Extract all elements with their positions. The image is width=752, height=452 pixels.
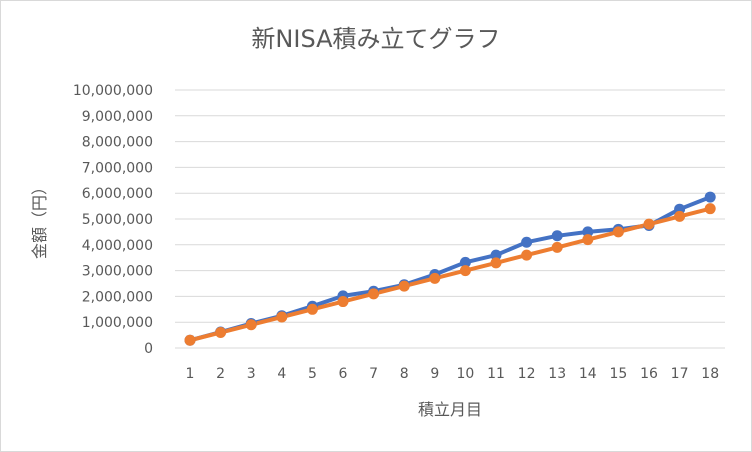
x-tick-label: 10 bbox=[456, 366, 474, 382]
y-tick-label: 2,000,000 bbox=[82, 289, 153, 305]
series-2-point bbox=[398, 280, 410, 292]
x-tick-label: 14 bbox=[579, 366, 597, 382]
series-2-point bbox=[490, 257, 502, 269]
series-2-point bbox=[612, 226, 624, 238]
y-tick-label: 6,000,000 bbox=[82, 186, 153, 202]
x-tick-label: 5 bbox=[308, 366, 317, 382]
x-axis-label: 積立月目 bbox=[418, 400, 482, 419]
series-1-point bbox=[490, 249, 502, 261]
y-tick-label: 7,000,000 bbox=[82, 160, 153, 176]
y-tick-label: 8,000,000 bbox=[82, 135, 153, 151]
series-2-point bbox=[184, 334, 196, 346]
series-2-point bbox=[429, 272, 441, 284]
series-2-point bbox=[551, 241, 563, 253]
x-tick-label: 4 bbox=[277, 366, 286, 382]
y-axis-tick-labels: 0 1,000,000 2,000,000 3,000,000 4,000,000 5,0… bbox=[73, 83, 153, 357]
y-tick-label: 4,000,000 bbox=[82, 238, 153, 254]
y-axis-label: 金額（円） bbox=[30, 179, 49, 259]
y-tick-label: 5,000,000 bbox=[82, 212, 153, 228]
y-tick-label: 9,000,000 bbox=[82, 109, 153, 125]
x-tick-label: 11 bbox=[487, 366, 505, 382]
series-line-2 bbox=[188, 206, 713, 343]
y-tick-label: 0 bbox=[144, 341, 153, 357]
series-2-point bbox=[337, 296, 349, 308]
x-tick-label: 15 bbox=[609, 366, 627, 382]
x-tick-label: 18 bbox=[701, 366, 719, 382]
series-2-point bbox=[276, 311, 288, 323]
y-tick-label: 10,000,000 bbox=[73, 83, 153, 99]
x-axis-tick-labels: 1 2 3 4 5 6 7 8 9 10 11 12 13 14 15 16 17 18 bbox=[186, 366, 720, 382]
series-1-point bbox=[704, 191, 716, 203]
series-2-point bbox=[306, 303, 318, 315]
series-1-point bbox=[459, 256, 471, 268]
x-tick-label: 3 bbox=[247, 366, 256, 382]
x-tick-label: 6 bbox=[339, 366, 348, 382]
series-2-point bbox=[521, 249, 533, 261]
series-2-point bbox=[704, 203, 716, 215]
series-1-point bbox=[582, 226, 594, 238]
x-tick-label: 9 bbox=[430, 366, 439, 382]
x-tick-label: 16 bbox=[640, 366, 658, 382]
series-2-point bbox=[643, 218, 655, 230]
x-tick-label: 2 bbox=[216, 366, 225, 382]
series-2-point bbox=[674, 210, 686, 222]
series-points bbox=[184, 191, 716, 346]
series-2-point bbox=[582, 234, 594, 246]
series-2-point bbox=[368, 288, 380, 300]
chart-title: 新NISA積み立てグラフ bbox=[251, 25, 500, 53]
x-tick-label: 13 bbox=[548, 366, 566, 382]
gridlines bbox=[175, 89, 725, 349]
y-tick-label: 3,000,000 bbox=[82, 264, 153, 280]
y-tick-label: 1,000,000 bbox=[82, 315, 153, 331]
series-1-point bbox=[521, 236, 533, 248]
x-tick-label: 7 bbox=[369, 366, 378, 382]
series-2-point bbox=[215, 327, 227, 339]
series-2-point bbox=[459, 265, 471, 277]
x-tick-label: 17 bbox=[671, 366, 689, 382]
series-2-point bbox=[245, 319, 257, 331]
series-1-point bbox=[551, 230, 563, 242]
x-tick-label: 12 bbox=[518, 366, 536, 382]
x-tick-label: 1 bbox=[186, 366, 195, 382]
x-tick-label: 8 bbox=[400, 366, 409, 382]
